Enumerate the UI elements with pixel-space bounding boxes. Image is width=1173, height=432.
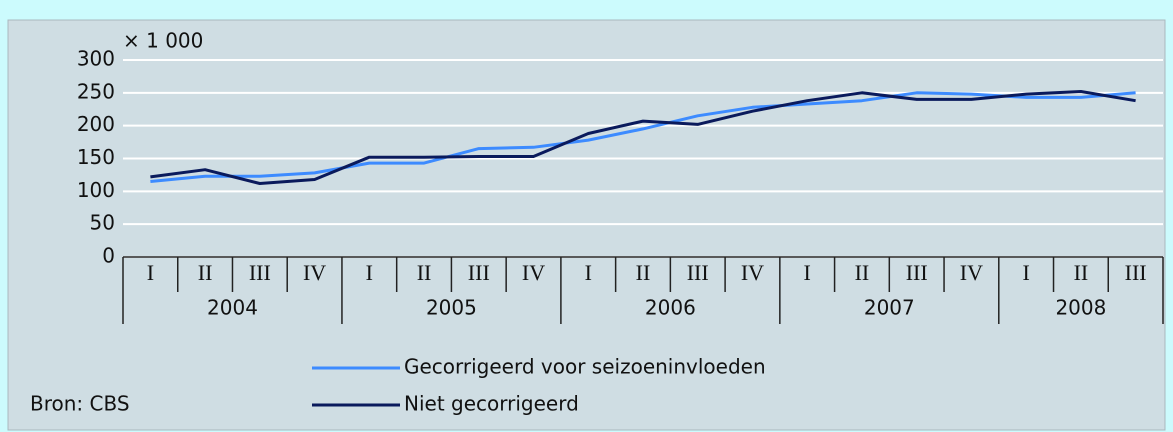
x-tick-label: I xyxy=(1022,260,1029,285)
x-tick-label: III xyxy=(906,260,928,285)
source: Bron: CBS xyxy=(30,392,130,416)
legend-label: Niet gecorrigeerd xyxy=(404,392,579,416)
unit-label: × 1 000 xyxy=(123,29,203,53)
year-label: 2006 xyxy=(645,296,696,320)
x-tick-label: II xyxy=(1074,260,1089,285)
x-tick-label: IV xyxy=(522,260,545,285)
y-tick-label: 150 xyxy=(77,145,115,169)
y-tick-label: 300 xyxy=(77,47,115,71)
y-tick-label: 250 xyxy=(77,79,115,103)
y-tick-label: 200 xyxy=(77,112,115,136)
x-tick-label: III xyxy=(468,260,490,285)
y-tick-label: 100 xyxy=(77,178,115,202)
x-tick-label: II xyxy=(855,260,870,285)
x-tick-label: IV xyxy=(741,260,764,285)
x-tick-label: III xyxy=(249,260,271,285)
legend-label: Gecorrigeerd voor seizoeninvloeden xyxy=(404,355,766,379)
x-tick-label: I xyxy=(147,260,154,285)
x-tick-label: III xyxy=(1125,260,1147,285)
year-label: 2008 xyxy=(1055,296,1106,320)
year-label: 2007 xyxy=(864,296,915,320)
x-tick-label: II xyxy=(636,260,651,285)
x-tick-label: I xyxy=(804,260,811,285)
x-tick-label: I xyxy=(585,260,592,285)
x-tick-label: II xyxy=(198,260,213,285)
year-label: 2004 xyxy=(207,296,258,320)
series-line xyxy=(150,90,1136,185)
x-tick-label: IV xyxy=(303,260,326,285)
x-tick-label: IV xyxy=(960,260,983,285)
x-tick-label: II xyxy=(417,260,432,285)
x-tick-label: I xyxy=(366,260,373,285)
year-label: 2005 xyxy=(426,296,477,320)
x-tick-label: III xyxy=(687,260,709,285)
y-tick-label: 0 xyxy=(102,244,115,268)
series-line xyxy=(150,91,1136,183)
y-tick-label: 50 xyxy=(90,211,115,235)
